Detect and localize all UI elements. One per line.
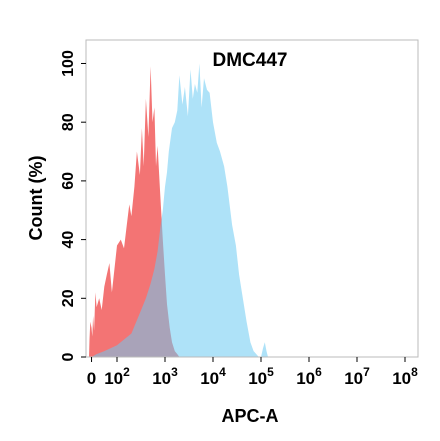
- x-tick-label: 108: [392, 365, 418, 388]
- x-tick-label: 106: [296, 365, 322, 388]
- y-axis-label: Count (%): [26, 156, 46, 241]
- chart-title: DMC447: [213, 50, 288, 71]
- tick-layer: 0 20 40 60 80 100 0 102 103 104 105 106 107 108: [60, 50, 418, 388]
- x-tick-label: 103: [152, 365, 178, 388]
- y-tick-label: 0: [60, 352, 77, 361]
- x-tick-label: 105: [248, 365, 274, 388]
- y-tick-label: 80: [60, 113, 77, 131]
- y-tick-label: 40: [60, 231, 77, 249]
- x-tick-label: 107: [344, 365, 370, 388]
- y-tick-label: 60: [60, 172, 77, 190]
- y-tick-label: 100: [60, 50, 77, 77]
- x-tick-label: 0: [87, 369, 96, 388]
- plot-frame: [85, 39, 419, 358]
- x-tick-label: 104: [200, 365, 226, 388]
- x-axis-label: APC-A: [222, 406, 279, 426]
- x-tick-label: 102: [104, 365, 130, 388]
- y-tick-label: 20: [60, 289, 77, 307]
- series-layer: [89, 63, 270, 358]
- histogram-series-2: [89, 63, 270, 357]
